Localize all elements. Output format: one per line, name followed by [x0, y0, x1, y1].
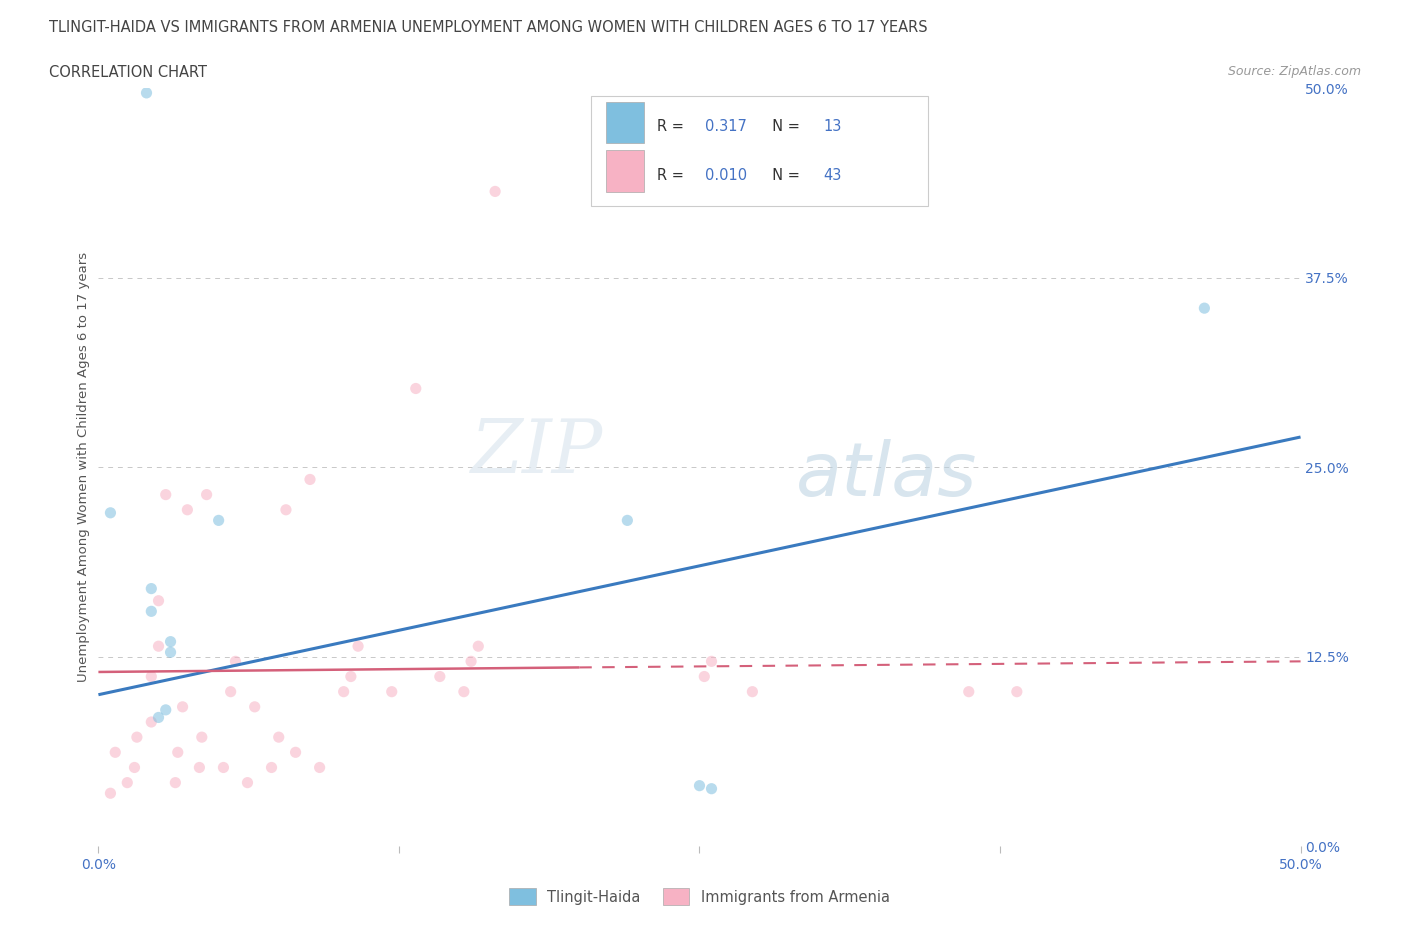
- Text: CORRELATION CHART: CORRELATION CHART: [49, 65, 207, 80]
- Text: R =: R =: [658, 167, 689, 182]
- Point: [141, 604, 163, 618]
- Bar: [606, 150, 644, 192]
- Point: [191, 730, 214, 745]
- Y-axis label: Unemployment Among Women with Children Ages 6 to 17 years: Unemployment Among Women with Children A…: [77, 252, 90, 683]
- Point: [484, 184, 506, 199]
- Text: TLINGIT-HAIDA VS IMMIGRANTS FROM ARMENIA UNEMPLOYMENT AMONG WOMEN WITH CHILDREN : TLINGIT-HAIDA VS IMMIGRANTS FROM ARMENIA…: [49, 20, 928, 35]
- Text: 13: 13: [824, 119, 842, 134]
- Point: [165, 776, 187, 790]
- Point: [117, 776, 139, 790]
- Point: [347, 639, 370, 654]
- Point: [166, 745, 188, 760]
- Point: [460, 654, 482, 669]
- Point: [332, 684, 354, 699]
- Point: [100, 505, 122, 520]
- Text: R =: R =: [658, 119, 689, 134]
- Point: [689, 778, 711, 793]
- Point: [453, 684, 475, 699]
- Text: N =: N =: [763, 167, 804, 182]
- Point: [125, 730, 148, 745]
- Point: [188, 760, 211, 775]
- Point: [159, 644, 181, 659]
- Bar: [606, 101, 644, 143]
- Point: [176, 502, 198, 517]
- Point: [148, 593, 170, 608]
- Point: [429, 669, 451, 684]
- Point: [148, 639, 170, 654]
- Point: [693, 669, 716, 684]
- Text: atlas: atlas: [796, 439, 977, 511]
- Point: [155, 702, 177, 717]
- Point: [141, 669, 163, 684]
- Point: [405, 381, 427, 396]
- Point: [212, 760, 235, 775]
- Point: [616, 513, 638, 528]
- Point: [284, 745, 307, 760]
- Point: [155, 487, 177, 502]
- Point: [195, 487, 218, 502]
- Point: [700, 781, 723, 796]
- Point: [135, 86, 157, 100]
- Point: [260, 760, 283, 775]
- Point: [236, 776, 259, 790]
- Point: [267, 730, 290, 745]
- Point: [159, 634, 181, 649]
- Point: [340, 669, 363, 684]
- Point: [381, 684, 404, 699]
- Text: ZIP: ZIP: [471, 416, 603, 488]
- Text: 0.010: 0.010: [706, 167, 748, 182]
- Point: [700, 654, 723, 669]
- Point: [100, 786, 122, 801]
- Point: [124, 760, 146, 775]
- Point: [957, 684, 980, 699]
- Point: [148, 710, 170, 724]
- Point: [308, 760, 330, 775]
- Point: [467, 639, 489, 654]
- Text: Source: ZipAtlas.com: Source: ZipAtlas.com: [1227, 65, 1361, 78]
- Point: [219, 684, 242, 699]
- Point: [1005, 684, 1028, 699]
- Point: [208, 513, 231, 528]
- Legend: Tlingit-Haida, Immigrants from Armenia: Tlingit-Haida, Immigrants from Armenia: [503, 883, 896, 911]
- Point: [172, 699, 194, 714]
- Text: 0.317: 0.317: [706, 119, 748, 134]
- FancyBboxPatch shape: [592, 96, 928, 206]
- Point: [274, 502, 297, 517]
- Point: [141, 714, 163, 729]
- Text: 43: 43: [824, 167, 842, 182]
- Point: [224, 654, 246, 669]
- Text: N =: N =: [763, 119, 804, 134]
- Point: [298, 472, 321, 487]
- Point: [141, 581, 163, 596]
- Point: [243, 699, 266, 714]
- Point: [1194, 300, 1216, 315]
- Point: [741, 684, 763, 699]
- Point: [104, 745, 127, 760]
